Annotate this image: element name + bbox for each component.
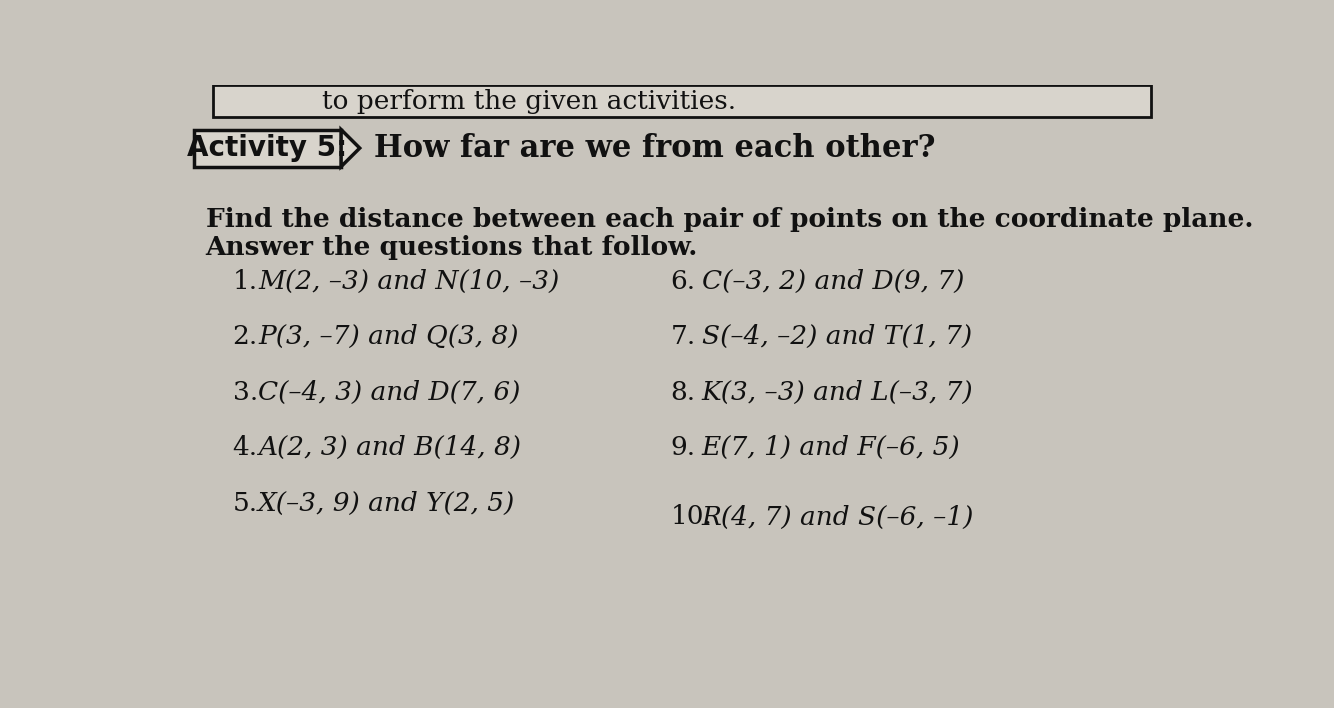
Text: C(–3, 2) and D(9, 7): C(–3, 2) and D(9, 7) — [702, 269, 964, 294]
Text: M(2, –3) and N(10, –3): M(2, –3) and N(10, –3) — [259, 269, 559, 294]
Text: 9.: 9. — [671, 435, 695, 460]
Text: R(4, 7) and S(–6, –1): R(4, 7) and S(–6, –1) — [702, 504, 974, 530]
Text: X(–3, 9) and Y(2, 5): X(–3, 9) and Y(2, 5) — [259, 491, 515, 515]
Text: 7.: 7. — [671, 324, 696, 349]
Text: Answer the questions that follow.: Answer the questions that follow. — [205, 235, 698, 260]
Text: A(2, 3) and B(14, 8): A(2, 3) and B(14, 8) — [259, 435, 522, 460]
Text: P(3, –7) and Q(3, 8): P(3, –7) and Q(3, 8) — [259, 324, 519, 349]
Polygon shape — [342, 130, 360, 166]
Text: 10.: 10. — [671, 504, 712, 530]
Text: 2.: 2. — [232, 324, 257, 349]
Text: C(–4, 3) and D(7, 6): C(–4, 3) and D(7, 6) — [259, 379, 520, 405]
Text: Find the distance between each pair of points on the coordinate plane.: Find the distance between each pair of p… — [205, 207, 1253, 232]
Text: to perform the given activities.: to perform the given activities. — [321, 88, 736, 113]
Text: S(–4, –2) and T(1, 7): S(–4, –2) and T(1, 7) — [702, 324, 971, 349]
Text: 6.: 6. — [671, 269, 695, 294]
Text: E(7, 1) and F(–6, 5): E(7, 1) and F(–6, 5) — [702, 435, 960, 460]
Text: Activity 5:: Activity 5: — [187, 134, 348, 162]
Text: 4.: 4. — [232, 435, 257, 460]
FancyBboxPatch shape — [213, 85, 1151, 118]
Text: How far are we from each other?: How far are we from each other? — [375, 132, 936, 164]
FancyBboxPatch shape — [193, 130, 342, 166]
Text: 1.: 1. — [232, 269, 257, 294]
Text: 3.: 3. — [232, 379, 257, 405]
Text: 8.: 8. — [671, 379, 695, 405]
Text: 5.: 5. — [232, 491, 257, 515]
Text: K(3, –3) and L(–3, 7): K(3, –3) and L(–3, 7) — [702, 379, 972, 405]
